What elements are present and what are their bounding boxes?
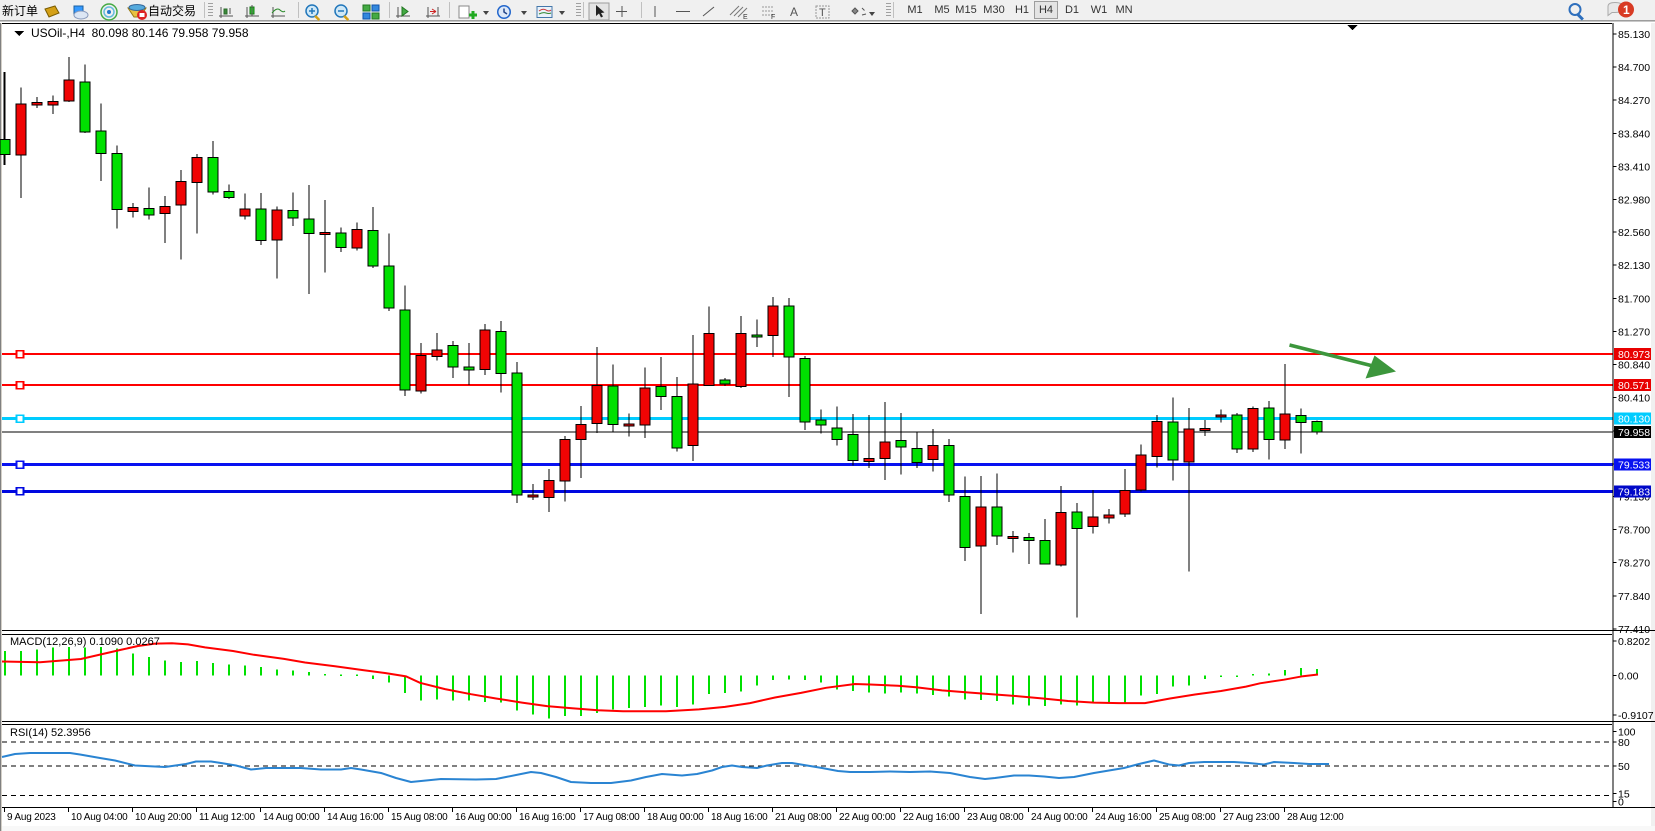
svg-text:23 Aug 08:00: 23 Aug 08:00 (967, 812, 1024, 823)
svg-text:78.700: 78.700 (1618, 525, 1650, 537)
svg-text:82.560: 82.560 (1618, 227, 1650, 239)
svg-text:24 Aug 00:00: 24 Aug 00:00 (1031, 812, 1088, 823)
svg-text:16 Aug 00:00: 16 Aug 00:00 (455, 812, 512, 823)
svg-text:0.00: 0.00 (1618, 671, 1639, 683)
svg-text:80.840: 80.840 (1618, 360, 1650, 372)
svg-text:24 Aug 16:00: 24 Aug 16:00 (1095, 812, 1152, 823)
svg-text:82.980: 82.980 (1618, 195, 1650, 207)
svg-text:78.270: 78.270 (1618, 558, 1650, 570)
svg-text:81.700: 81.700 (1618, 293, 1650, 305)
svg-text:100: 100 (1618, 727, 1636, 739)
svg-text:84.270: 84.270 (1618, 95, 1650, 107)
svg-text:77.840: 77.840 (1618, 591, 1650, 603)
svg-text:83.410: 83.410 (1618, 161, 1650, 173)
svg-text:22 Aug 00:00: 22 Aug 00:00 (839, 812, 896, 823)
svg-text:80.130: 80.130 (1618, 414, 1650, 426)
svg-text:79.183: 79.183 (1618, 486, 1650, 498)
svg-text:79.958: 79.958 (1618, 427, 1650, 439)
svg-text:50: 50 (1618, 761, 1630, 773)
svg-text:25 Aug 08:00: 25 Aug 08:00 (1159, 812, 1216, 823)
svg-text:USOil-,H4 80.098 80.146 79.95: USOil-,H4 80.098 80.146 79.958 79.958 (31, 26, 249, 40)
svg-text:85.130: 85.130 (1618, 29, 1650, 41)
svg-text:14 Aug 00:00: 14 Aug 00:00 (263, 812, 320, 823)
svg-text:81.270: 81.270 (1618, 326, 1650, 338)
svg-text:27 Aug 23:00: 27 Aug 23:00 (1223, 812, 1280, 823)
svg-text:77.410: 77.410 (1618, 624, 1650, 636)
svg-text:E: E (743, 14, 748, 21)
svg-text:14 Aug 16:00: 14 Aug 16:00 (327, 812, 384, 823)
svg-text:82.130: 82.130 (1618, 260, 1650, 272)
svg-text:-0.9107: -0.9107 (1618, 710, 1654, 722)
svg-text:80: 80 (1618, 737, 1630, 749)
svg-text:18 Aug 16:00: 18 Aug 16:00 (711, 812, 768, 823)
svg-text:15 Aug 08:00: 15 Aug 08:00 (391, 812, 448, 823)
svg-text:16 Aug 16:00: 16 Aug 16:00 (519, 812, 576, 823)
svg-text:0.8202: 0.8202 (1618, 636, 1650, 648)
svg-text:10 Aug 20:00: 10 Aug 20:00 (135, 812, 192, 823)
svg-text:15: 15 (1618, 788, 1630, 800)
svg-text:80.410: 80.410 (1618, 393, 1650, 405)
svg-text:F: F (771, 14, 775, 21)
svg-text:1: 1 (1623, 3, 1630, 17)
svg-text:11 Aug 12:00: 11 Aug 12:00 (199, 812, 255, 823)
svg-text:21 Aug 08:00: 21 Aug 08:00 (775, 812, 832, 823)
svg-text:28 Aug 12:00: 28 Aug 12:00 (1287, 812, 1344, 823)
svg-text:22 Aug 16:00: 22 Aug 16:00 (903, 812, 960, 823)
svg-text:80.973: 80.973 (1618, 349, 1650, 361)
svg-text:MACD(12,26,9) 0.1090 0.0267: MACD(12,26,9) 0.1090 0.0267 (10, 636, 160, 648)
svg-text:83.840: 83.840 (1618, 128, 1650, 140)
svg-text:RSI(14) 52.3956: RSI(14) 52.3956 (10, 727, 91, 739)
svg-text:80.571: 80.571 (1618, 380, 1650, 392)
svg-text:A: A (790, 5, 798, 19)
svg-text:9 Aug 2023: 9 Aug 2023 (7, 812, 56, 823)
svg-text:0: 0 (1618, 797, 1624, 809)
svg-text:84.700: 84.700 (1618, 62, 1650, 74)
svg-text:T: T (819, 7, 826, 19)
svg-text:17 Aug 08:00: 17 Aug 08:00 (583, 812, 640, 823)
svg-text:10 Aug 04:00: 10 Aug 04:00 (71, 812, 128, 823)
svg-text:79.533: 79.533 (1618, 460, 1650, 472)
svg-text:18 Aug 00:00: 18 Aug 00:00 (647, 812, 704, 823)
